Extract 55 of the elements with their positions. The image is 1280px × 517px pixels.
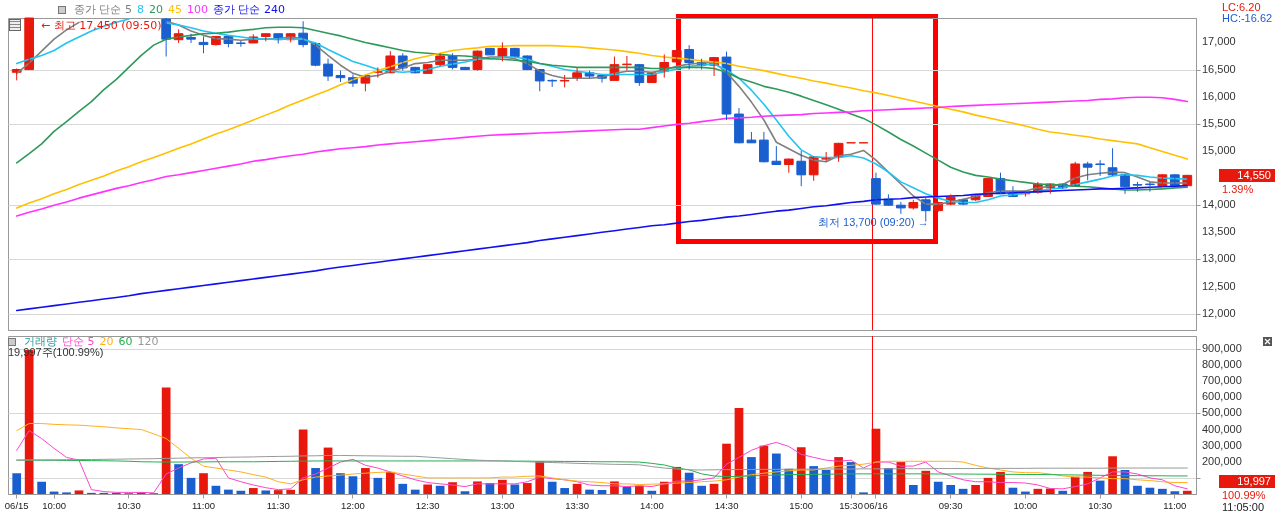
text: 종가 단순 240: [213, 3, 285, 16]
x-tick-label: 11:30: [266, 499, 290, 511]
text: 20: [99, 335, 114, 348]
text: 60: [118, 335, 133, 348]
y-tick-label: 17,000: [1202, 35, 1236, 48]
text: 45: [168, 3, 182, 16]
series-label: 8: [137, 3, 144, 16]
y-tick-label: 400,000: [1202, 422, 1242, 435]
y-tick-label: 300,000: [1202, 438, 1242, 451]
x-tick-label: 10:00: [1013, 499, 1038, 511]
x-tick-label: 11:00: [191, 499, 216, 511]
y-tick-label: 200,000: [1202, 454, 1242, 467]
text: 100.99%: [1222, 489, 1266, 501]
x-tick-label: 11:00: [1163, 499, 1187, 511]
y-tick-label: 900,000: [1202, 341, 1242, 354]
y-tick-label: 500,000: [1202, 406, 1242, 419]
text: 19,997: [1219, 475, 1275, 488]
text: 단순 5: [62, 335, 95, 348]
y-tick-label: 16,500: [1202, 62, 1236, 75]
y-tick-label: 13,000: [1202, 252, 1236, 265]
y-tick-label: 13,500: [1202, 225, 1236, 238]
x-tick-label: 06/15: [4, 499, 29, 511]
x-tick-label: 14:30: [714, 499, 739, 511]
y-tick-label: 800,000: [1202, 358, 1242, 371]
annotation: 19,997주(100.99%): [8, 346, 104, 358]
text: 11:05:00: [1222, 501, 1265, 513]
text: 20: [149, 3, 163, 16]
x-tick-label: 13:00: [490, 499, 515, 511]
x-tick-label: 09:30: [938, 499, 963, 511]
x-tick-label: 10:30: [116, 499, 141, 511]
text: 100: [187, 3, 208, 16]
y-tick-label: 15,000: [1202, 143, 1236, 156]
text: 1.39%: [1222, 183, 1254, 195]
x-tick-label: 10:00: [42, 499, 66, 511]
text: 120: [137, 335, 159, 348]
x-tick-label: 06/16: [864, 499, 888, 511]
legend-title: 거래량: [24, 335, 57, 348]
text: 14,550: [1219, 169, 1275, 182]
x-tick-label: 15:30: [839, 499, 863, 511]
x-tick-label: 12:00: [341, 499, 365, 511]
y-tick-label: 12,500: [1202, 279, 1236, 292]
text: HC:-16.62: [1222, 12, 1273, 24]
y-tick-label: 16,000: [1202, 89, 1236, 102]
x-tick-label: 10:30: [1088, 499, 1112, 511]
text: LC:6.20: [1222, 1, 1261, 13]
y-tick-label: 700,000: [1202, 374, 1242, 387]
y-tick-label: 600,000: [1202, 390, 1242, 403]
x-tick-label: 14:00: [639, 499, 664, 511]
x-tick-label: 13:30: [565, 499, 589, 511]
y-tick-label: 12,000: [1202, 306, 1236, 319]
x-tick-label: 15:00: [789, 499, 814, 511]
x-tick-label: 12:30: [415, 499, 440, 511]
y-tick-label: 15,500: [1202, 116, 1236, 129]
legend-label: 종가 단순 5: [74, 3, 132, 16]
y-tick-label: 14,000: [1202, 198, 1236, 211]
